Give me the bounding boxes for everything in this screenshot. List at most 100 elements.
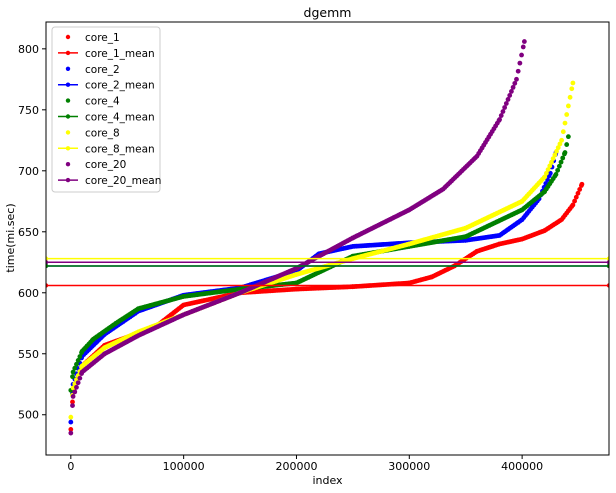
data-point — [505, 97, 511, 102]
data-point — [70, 399, 75, 405]
data-point — [565, 134, 571, 140]
data-point — [68, 426, 74, 432]
data-point — [549, 159, 554, 165]
y-axis: 500 550 600 650 700 750 800 — [18, 43, 46, 422]
legend-marker — [65, 177, 71, 183]
data-point — [77, 375, 83, 381]
legend: core_1 core_1_mean core_2 core_2_mean core_4… — [51, 26, 161, 193]
x-tick-label: 100000 — [163, 460, 205, 473]
data-point — [542, 174, 548, 180]
legend-item-core-4-mean: core_4_mean — [58, 112, 155, 124]
data-point — [503, 101, 509, 106]
data-point — [553, 172, 559, 177]
legend-box — [51, 26, 161, 193]
data-point — [510, 84, 516, 90]
data-point — [507, 93, 513, 98]
y-tick-label: 700 — [18, 165, 39, 178]
data-point — [70, 369, 76, 375]
legend-label: core_4_mean — [85, 112, 155, 124]
data-point — [500, 109, 506, 114]
legend-item-core-1: core_1 — [65, 32, 120, 44]
data-point — [75, 358, 81, 363]
legend-marker — [65, 162, 71, 167]
data-point — [573, 194, 579, 200]
x-tick-label: 400000 — [501, 460, 543, 473]
data-point — [514, 76, 519, 82]
data-point — [68, 430, 74, 436]
data-point — [560, 155, 566, 161]
legend-item-core-4: core_4 — [65, 96, 120, 108]
data-point — [569, 86, 575, 92]
data-point — [68, 419, 74, 425]
data-point — [567, 94, 573, 100]
data-point — [554, 148, 559, 154]
legend-item-core-20: core_20 — [65, 159, 126, 171]
series-core-8-mean — [46, 256, 609, 261]
data-point — [72, 389, 78, 395]
data-point — [497, 117, 502, 122]
data-point — [520, 44, 526, 50]
data-point — [502, 105, 508, 110]
data-point — [72, 365, 78, 371]
legend-label: core_8_mean — [85, 143, 155, 155]
x-tick-label: 300000 — [388, 460, 430, 473]
y-tick-label: 650 — [18, 226, 39, 239]
data-point — [564, 112, 570, 117]
legend-item-core-2: core_2 — [65, 64, 120, 76]
legend-marker — [65, 114, 71, 119]
mean-marker — [606, 283, 609, 288]
y-tick-label: 750 — [18, 104, 39, 117]
mean-marker — [606, 256, 609, 261]
legend-marker — [65, 146, 71, 151]
data-point — [556, 163, 562, 169]
data-point — [519, 52, 524, 58]
data-point — [70, 394, 76, 399]
mean-marker — [46, 260, 49, 265]
data-point — [75, 380, 81, 386]
legend-label: core_1_mean — [85, 48, 155, 60]
data-point — [559, 137, 565, 143]
legend-label: core_2 — [85, 64, 120, 76]
data-point — [565, 103, 571, 109]
data-point — [543, 170, 549, 176]
data-point — [498, 113, 504, 118]
data-point — [547, 163, 553, 169]
series-core-4-mean — [46, 263, 609, 269]
legend-label: core_8 — [85, 127, 120, 139]
data-point — [70, 403, 75, 408]
data-point — [547, 170, 553, 176]
legend-marker — [65, 82, 71, 87]
legend-label: core_2_mean — [85, 80, 155, 92]
data-point — [557, 141, 563, 147]
data-point — [77, 354, 83, 359]
series-core-20 — [68, 39, 527, 436]
legend-marker — [65, 130, 71, 135]
legend-item-core-2-mean: core_2_mean — [58, 80, 155, 92]
plot-frame — [45, 21, 610, 456]
data-point — [545, 167, 551, 172]
legend-marker — [65, 66, 71, 72]
y-tick-label: 600 — [18, 287, 39, 300]
data-point — [572, 198, 577, 204]
x-tick-label: 200000 — [275, 460, 317, 473]
legend-label: core_20 — [85, 159, 126, 171]
mean-marker — [606, 260, 609, 265]
series-core-1-mean — [46, 283, 609, 288]
data-layer — [46, 39, 609, 436]
x-axis-title: index — [312, 474, 343, 487]
data-point — [570, 80, 576, 86]
data-point — [577, 187, 583, 192]
data-point — [564, 142, 570, 147]
legend-marker — [65, 34, 71, 40]
data-point — [562, 150, 568, 155]
data-point — [74, 384, 79, 390]
data-point — [560, 129, 566, 135]
legend-label: core_4 — [85, 96, 120, 108]
data-point — [558, 159, 564, 165]
data-point — [579, 181, 585, 187]
data-point — [70, 374, 75, 380]
legend-item-core-1-mean: core_1_mean — [58, 48, 155, 60]
y-tick-label: 500 — [18, 409, 39, 422]
y-tick-label: 800 — [18, 43, 39, 56]
data-point — [512, 80, 518, 86]
